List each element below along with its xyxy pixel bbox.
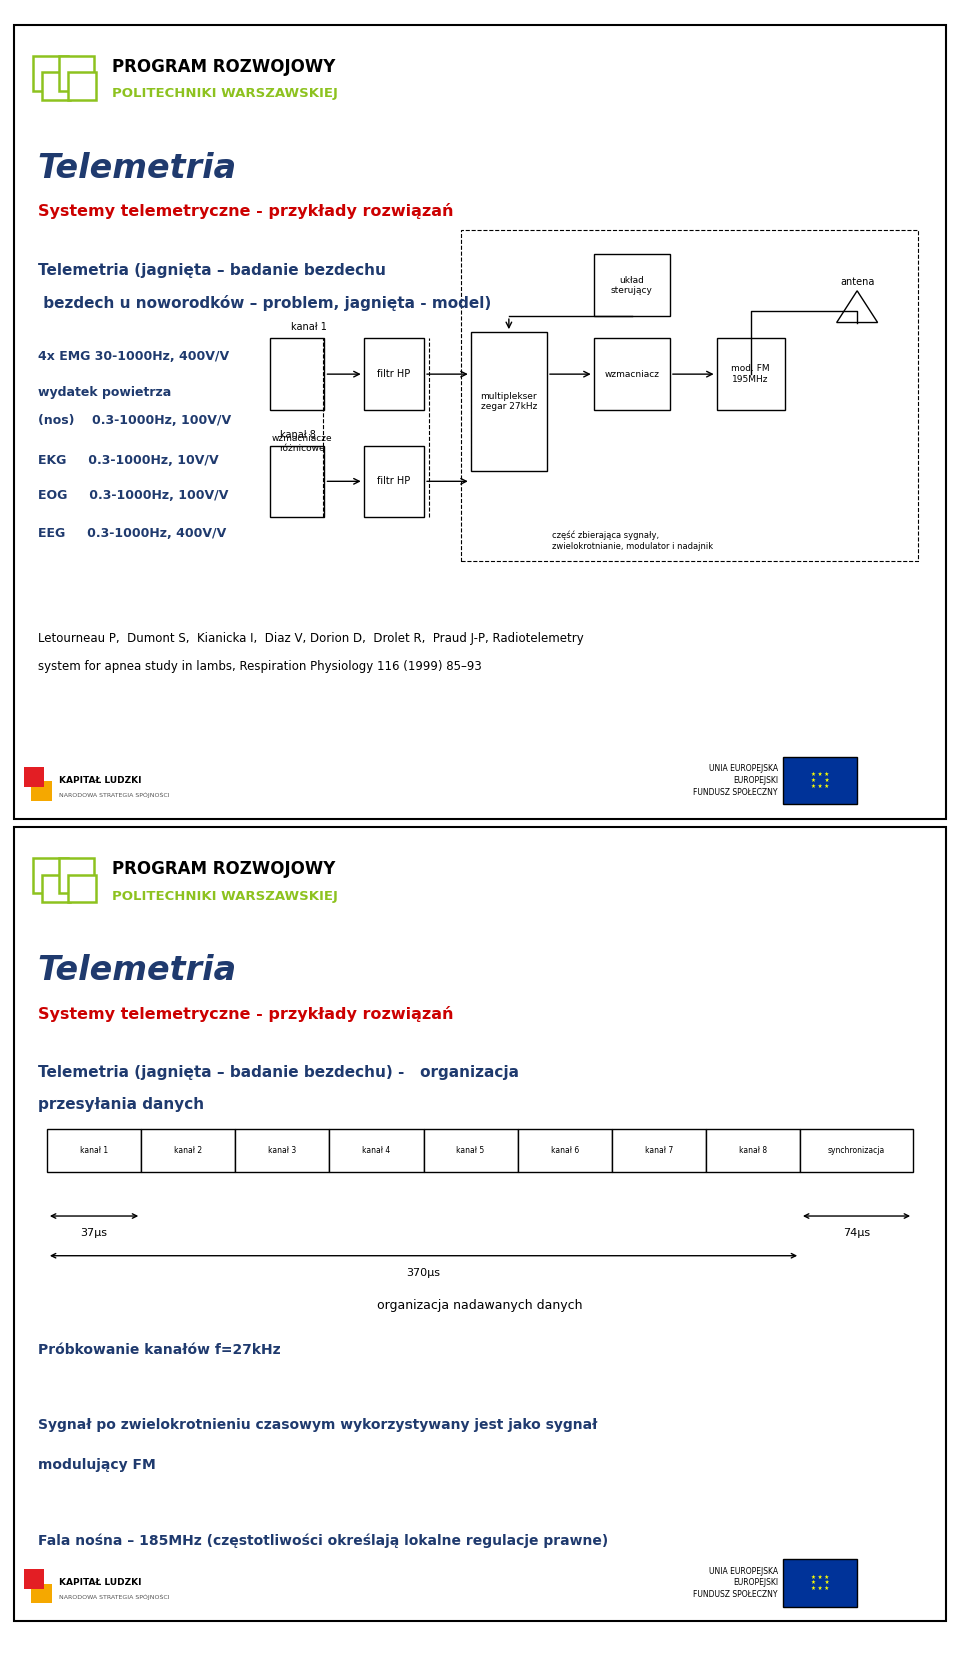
Bar <box>68 875 96 903</box>
Text: 74μs: 74μs <box>843 1227 870 1237</box>
Bar <box>271 339 324 410</box>
Text: EOG     0.3-1000Hz, 100V/V: EOG 0.3-1000Hz, 100V/V <box>37 490 228 503</box>
Bar <box>364 339 424 410</box>
Text: KAPITAŁ LUDZKI: KAPITAŁ LUDZKI <box>60 1578 141 1588</box>
Bar <box>423 1128 517 1173</box>
Text: antena: antena <box>840 276 875 286</box>
Text: 370μs: 370μs <box>406 1267 441 1277</box>
Text: kanał 5: kanał 5 <box>456 1146 485 1154</box>
Bar <box>24 767 44 787</box>
Text: wzmacniacz: wzmacniacz <box>604 369 660 379</box>
Text: Sygnał po zwielokrotnieniu czasowym wykorzystywany jest jako sygnał: Sygnał po zwielokrotnieniu czasowym wyko… <box>37 1419 597 1432</box>
Bar <box>782 1560 857 1606</box>
Bar <box>271 445 324 518</box>
Text: Systemy telemetryczne - przykłady rozwiązań: Systemy telemetryczne - przykłady rozwią… <box>37 203 453 220</box>
Bar <box>235 1128 329 1173</box>
Text: organizacja nadawanych danych: organizacja nadawanych danych <box>377 1300 583 1312</box>
Text: multiplekser
zegar 27kHz: multiplekser zegar 27kHz <box>481 392 538 412</box>
Text: UNIA EUROPEJSKA
EUROPEJSKI
FUNDUSZ SPOŁECZNY: UNIA EUROPEJSKA EUROPEJSKI FUNDUSZ SPOŁE… <box>693 1566 778 1599</box>
Text: EEG     0.3-1000Hz, 400V/V: EEG 0.3-1000Hz, 400V/V <box>37 526 226 539</box>
Bar <box>706 1128 800 1173</box>
Text: Letourneau P,  Dumont S,  Kianicka I,  Diaz V, Dorion D,  Drolet R,  Praud J-P, : Letourneau P, Dumont S, Kianicka I, Diaz… <box>37 632 584 645</box>
Text: bezdech u noworodków – problem, jagnięta - model): bezdech u noworodków – problem, jagnięta… <box>37 294 491 311</box>
Text: przesyłania danych: przesyłania danych <box>37 1097 204 1111</box>
Text: układ
sterujący: układ sterujący <box>611 276 653 294</box>
Text: kanał 8: kanał 8 <box>279 430 316 440</box>
Text: 4x EMG 30-1000Hz, 400V/V: 4x EMG 30-1000Hz, 400V/V <box>37 351 228 364</box>
Text: część zbierająca sygnały,
zwielokrotnianie, modulator i nadajnik: część zbierająca sygnały, zwielokrotnian… <box>552 531 713 551</box>
Bar <box>33 56 68 91</box>
Text: ★ ★ ★
★     ★
★ ★ ★: ★ ★ ★ ★ ★ ★ ★ ★ <box>810 772 829 789</box>
Bar <box>517 1128 612 1173</box>
Bar <box>364 445 424 518</box>
Bar <box>42 73 70 101</box>
Bar <box>800 1128 913 1173</box>
Text: KAPITAŁ LUDZKI: KAPITAŁ LUDZKI <box>60 776 141 786</box>
Text: (nos)    0.3-1000Hz, 100V/V: (nos) 0.3-1000Hz, 100V/V <box>37 414 230 427</box>
Bar <box>42 875 70 903</box>
Text: kanał 4: kanał 4 <box>362 1146 391 1154</box>
Text: kanał 6: kanał 6 <box>551 1146 579 1154</box>
Text: wzmacniacze
różnicowe: wzmacniacze różnicowe <box>272 433 332 453</box>
Text: Telemetria (jagnięta – badanie bezdechu) -   organizacja: Telemetria (jagnięta – badanie bezdechu)… <box>37 1065 518 1080</box>
Bar <box>462 230 918 561</box>
Bar <box>329 1128 423 1173</box>
Text: ★ ★ ★
★     ★
★ ★ ★: ★ ★ ★ ★ ★ ★ ★ ★ <box>810 1575 829 1591</box>
Bar <box>60 858 94 893</box>
Bar <box>33 858 68 893</box>
Bar <box>470 332 547 471</box>
Text: Telemetria: Telemetria <box>37 954 237 987</box>
Text: PROGRAM ROZWOJOWY: PROGRAM ROZWOJOWY <box>112 860 336 878</box>
Text: NARODOWA STRATEGIA SPÓJNOŚCI: NARODOWA STRATEGIA SPÓJNOŚCI <box>60 1594 170 1599</box>
Text: Telemetria (jagnięta – badanie bezdechu: Telemetria (jagnięta – badanie bezdechu <box>37 263 386 278</box>
Text: kanał 1: kanał 1 <box>80 1146 108 1154</box>
Bar <box>141 1128 235 1173</box>
Bar <box>31 1583 52 1603</box>
Text: mod. FM
195MHz: mod. FM 195MHz <box>732 364 770 384</box>
Bar <box>60 56 94 91</box>
Bar <box>31 781 52 801</box>
Text: kanał 3: kanał 3 <box>268 1146 297 1154</box>
Bar <box>68 73 96 101</box>
Text: synchronizacja: synchronizacja <box>828 1146 885 1154</box>
Bar <box>47 1128 141 1173</box>
Bar <box>24 1570 44 1589</box>
Text: filtr HP: filtr HP <box>377 369 411 379</box>
Text: filtr HP: filtr HP <box>377 476 411 486</box>
Text: Systemy telemetryczne - przykłady rozwiązań: Systemy telemetryczne - przykłady rozwią… <box>37 1006 453 1022</box>
Text: EKG     0.3-1000Hz, 10V/V: EKG 0.3-1000Hz, 10V/V <box>37 453 218 466</box>
Text: system for apnea study in lambs, Respiration Physiology 116 (1999) 85–93: system for apnea study in lambs, Respira… <box>37 660 481 673</box>
Text: kanał 7: kanał 7 <box>645 1146 673 1154</box>
Text: kanał 2: kanał 2 <box>174 1146 203 1154</box>
Text: Fala nośna – 185MHz (częstotliwości określają lokalne regulacje prawne): Fala nośna – 185MHz (częstotliwości okre… <box>37 1533 608 1548</box>
Bar <box>593 255 670 316</box>
Bar <box>782 758 857 804</box>
Text: kanał 8: kanał 8 <box>739 1146 767 1154</box>
Text: UNIA EUROPEJSKA
EUROPEJSKI
FUNDUSZ SPOŁECZNY: UNIA EUROPEJSKA EUROPEJSKI FUNDUSZ SPOŁE… <box>693 764 778 797</box>
Text: PROGRAM ROZWOJOWY: PROGRAM ROZWOJOWY <box>112 58 336 76</box>
Text: NARODOWA STRATEGIA SPÓJNOŚCI: NARODOWA STRATEGIA SPÓJNOŚCI <box>60 792 170 797</box>
Bar <box>593 339 670 410</box>
Text: Telemetria: Telemetria <box>37 152 237 185</box>
Text: Próbkowanie kanałów f=27kHz: Próbkowanie kanałów f=27kHz <box>37 1343 280 1356</box>
Text: wydatek powietrza: wydatek powietrza <box>37 385 171 399</box>
Text: modulujący FM: modulujący FM <box>37 1459 156 1472</box>
Text: POLITECHNIKI WARSZAWSKIEJ: POLITECHNIKI WARSZAWSKIEJ <box>112 88 338 101</box>
Polygon shape <box>837 291 877 323</box>
Bar <box>716 339 784 410</box>
Text: kanał 1: kanał 1 <box>291 323 326 332</box>
Text: POLITECHNIKI WARSZAWSKIEJ: POLITECHNIKI WARSZAWSKIEJ <box>112 890 338 903</box>
Text: 37μs: 37μs <box>81 1227 108 1237</box>
Bar <box>612 1128 706 1173</box>
